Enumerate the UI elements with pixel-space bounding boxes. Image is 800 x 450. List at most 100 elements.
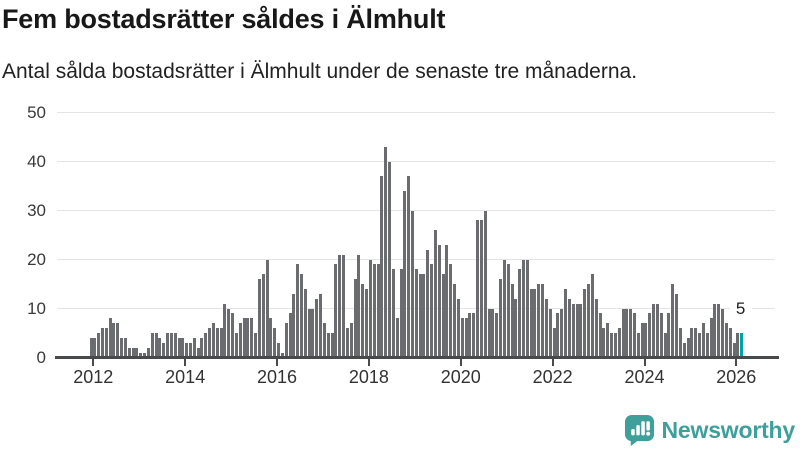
bar — [453, 284, 457, 358]
x-axis-label: 2020 — [440, 367, 481, 387]
gridline-y-40 — [57, 160, 775, 163]
bar — [636, 333, 640, 358]
bar — [514, 298, 518, 358]
bar — [621, 308, 625, 358]
bar — [640, 323, 644, 358]
page-title: Fem bostadsrätter såldes i Älmhult — [2, 4, 446, 34]
bar — [476, 220, 480, 358]
bar — [284, 323, 288, 358]
bar — [166, 333, 170, 358]
bar — [456, 298, 460, 358]
bar — [368, 259, 372, 358]
bar — [686, 337, 690, 358]
bar — [265, 259, 269, 358]
y-axis-label: 20 — [27, 249, 46, 269]
x-axis-label: 2012 — [73, 367, 114, 387]
bar — [422, 274, 426, 358]
bar — [330, 333, 334, 358]
bar — [242, 318, 246, 358]
bar — [273, 328, 277, 358]
bar — [460, 318, 464, 358]
bar — [682, 342, 686, 358]
bar-latest-highlight — [740, 333, 744, 358]
bar — [587, 284, 591, 358]
bar — [181, 337, 185, 358]
x-axis-tick — [276, 359, 278, 366]
bar — [89, 337, 93, 358]
newsworthy-logo-icon — [624, 415, 654, 446]
bar — [411, 210, 414, 358]
bar — [277, 342, 281, 358]
bar — [590, 274, 594, 358]
bar — [349, 323, 353, 358]
bar — [223, 303, 227, 358]
bar — [231, 313, 235, 358]
bar — [717, 303, 721, 358]
bar — [345, 328, 349, 358]
newsworthy-logo[interactable]: Newsworthy — [624, 414, 795, 447]
bar — [495, 313, 499, 358]
bar — [602, 328, 606, 358]
bar — [533, 288, 537, 358]
x-axis-label: 2014 — [165, 367, 206, 387]
bar — [522, 259, 525, 358]
bar — [728, 328, 732, 358]
bar — [472, 313, 476, 358]
bar — [97, 333, 101, 358]
bar — [257, 279, 261, 358]
bar — [269, 318, 273, 358]
bar — [319, 293, 323, 358]
bar — [208, 328, 212, 358]
bar — [219, 328, 223, 358]
bar — [694, 328, 698, 358]
bar — [598, 313, 602, 358]
gridline-y-30 — [57, 209, 775, 212]
bar — [169, 333, 173, 358]
bar — [311, 308, 315, 358]
bar — [724, 323, 728, 358]
bar — [322, 323, 326, 358]
bar — [529, 288, 533, 358]
bar — [185, 342, 189, 358]
bar — [736, 333, 740, 358]
bar — [548, 308, 552, 358]
bar — [464, 318, 468, 358]
x-axis-tick — [367, 359, 370, 366]
bar — [655, 303, 659, 358]
bar — [93, 337, 97, 358]
bar — [116, 323, 120, 358]
bar — [433, 230, 437, 358]
bar — [135, 347, 139, 358]
bar — [690, 328, 694, 358]
x-axis-label: 2018 — [348, 367, 389, 387]
bar — [499, 279, 503, 358]
bar — [376, 264, 380, 358]
bar — [158, 337, 162, 358]
bar — [120, 337, 124, 358]
bar — [326, 333, 330, 358]
bar — [556, 313, 560, 358]
bar — [659, 313, 663, 358]
bar — [721, 308, 725, 358]
bar — [288, 313, 292, 358]
bar — [246, 318, 250, 358]
bar — [713, 303, 717, 358]
bar — [441, 274, 445, 358]
bar — [123, 337, 127, 358]
bar — [334, 264, 338, 358]
bar — [483, 210, 487, 358]
bar — [403, 190, 407, 358]
bar — [449, 264, 453, 358]
bar — [303, 288, 307, 358]
newsworthy-logo-text: Newsworthy — [661, 417, 796, 443]
bar — [399, 269, 403, 358]
x-axis-tick — [92, 359, 95, 366]
bar — [709, 318, 713, 358]
bar — [560, 308, 564, 358]
bar — [296, 264, 300, 358]
bar — [518, 269, 522, 358]
bar — [579, 303, 583, 358]
x-axis-tick — [735, 359, 738, 366]
bar — [365, 288, 369, 358]
